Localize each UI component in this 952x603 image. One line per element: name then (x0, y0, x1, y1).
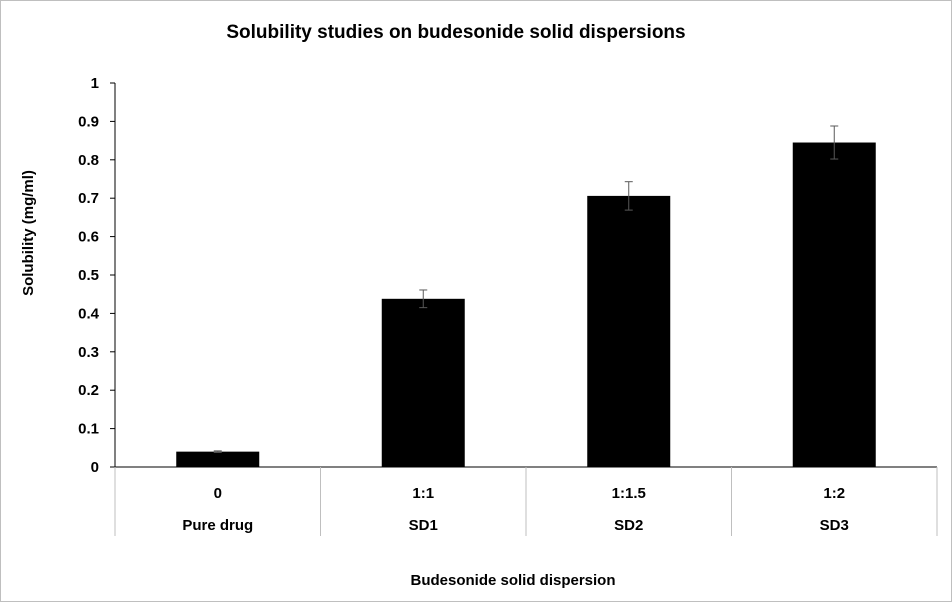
y-tick-label: 0.3 (78, 344, 99, 361)
x-tick-label-ratio: 1:1 (412, 485, 434, 502)
y-tick-label: 0.9 (78, 113, 99, 130)
error-bar (830, 125, 839, 160)
y-tick-label: 1 (91, 75, 99, 92)
x-axis-title: Budesonide solid dispersion (410, 572, 615, 589)
error-bar (213, 450, 222, 453)
y-tick-label: 0.2 (78, 382, 99, 399)
x-tick-label-name: Pure drug (182, 517, 253, 534)
x-tick-label-ratio: 1:2 (823, 485, 845, 502)
x-tick-label-ratio: 1:1.5 (612, 485, 646, 502)
bars (176, 142, 876, 467)
x-tick-label-name: SD1 (409, 517, 438, 534)
y-tick-label: 0.5 (78, 267, 99, 284)
y-tick-label: 0.4 (78, 305, 100, 322)
bar-sd1 (381, 298, 465, 467)
bar-pure-drug (176, 451, 260, 467)
x-axis: 0 Pure drug 1:1 SD1 1:1.5 SD2 1:2 SD3 (114, 466, 938, 536)
x-tick-label-name: SD2 (614, 517, 643, 534)
y-axis: 0 0.1 0.2 0.3 0.4 0.5 0.6 0.7 0.8 0.9 1 (78, 75, 116, 476)
y-tick-label: 0.8 (78, 152, 99, 169)
y-axis-title: Solubility (mg/ml) (20, 170, 37, 296)
error-bar (624, 181, 633, 211)
y-tick-label: 0.6 (78, 229, 99, 246)
y-tick-label: 0.7 (78, 190, 99, 207)
bar-sd3 (792, 142, 876, 467)
x-tick-label-ratio: 0 (214, 485, 222, 502)
bar-sd2 (587, 195, 671, 467)
y-tick-label: 0 (91, 459, 99, 476)
error-bar (419, 289, 428, 309)
y-tick-label: 0.1 (78, 421, 99, 438)
error-bars (213, 125, 839, 453)
chart-title: Solubility studies on budesonide solid d… (226, 22, 685, 43)
x-tick-label-name: SD3 (820, 517, 849, 534)
